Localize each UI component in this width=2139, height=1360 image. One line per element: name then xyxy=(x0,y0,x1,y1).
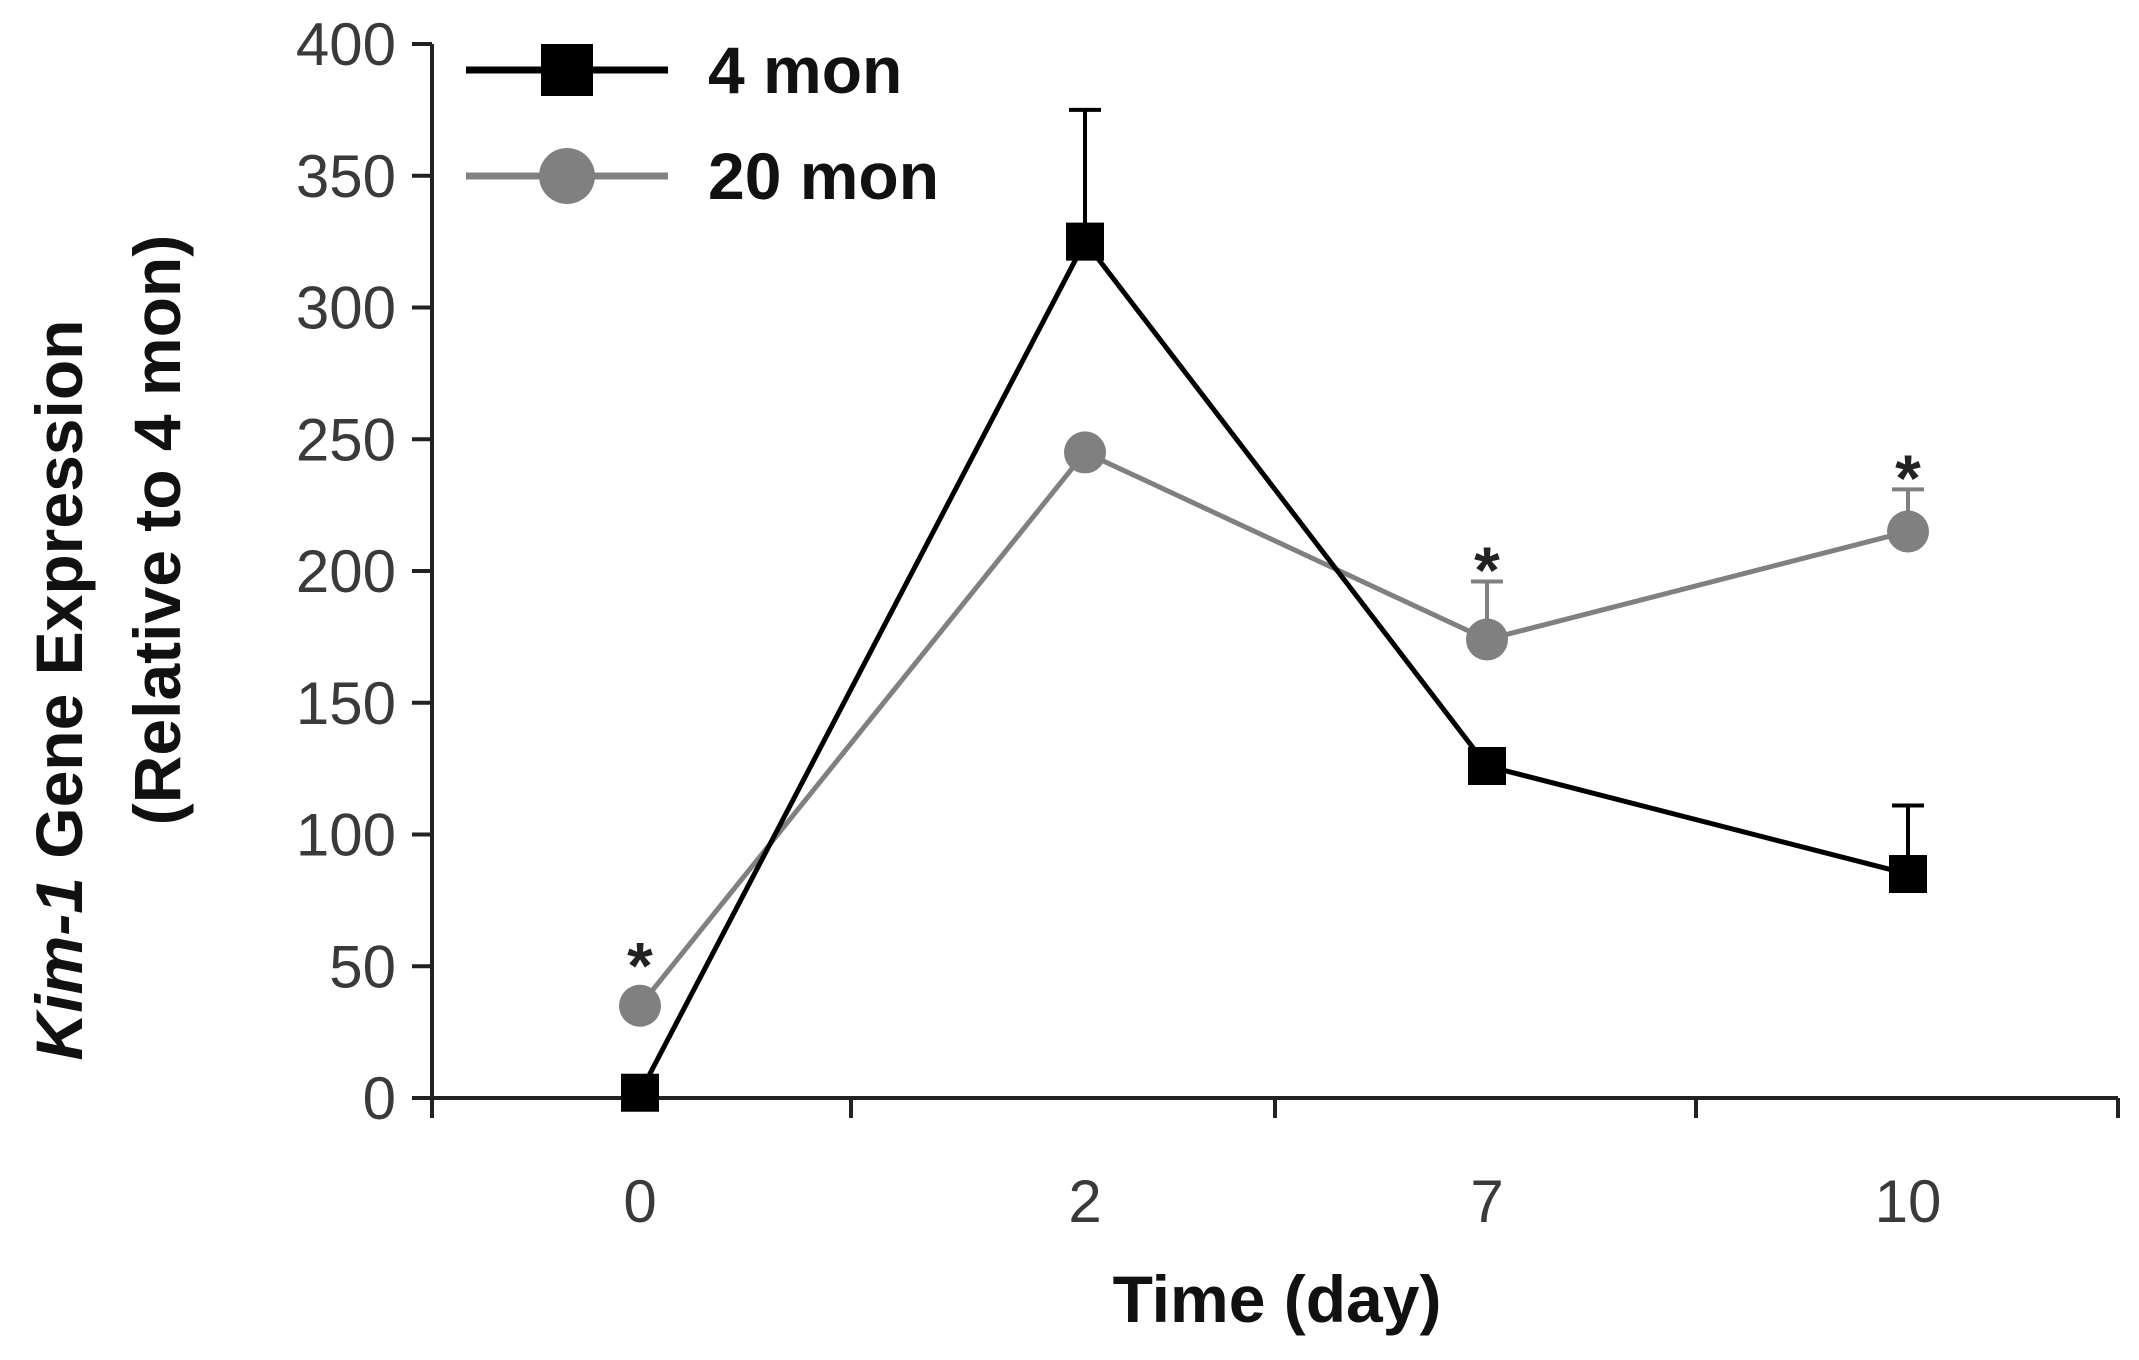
y-tick-label: 50 xyxy=(329,933,396,1000)
x-tick-label: 10 xyxy=(1875,1168,1942,1235)
annotations: * * * xyxy=(627,441,1921,1002)
legend-marker-circle xyxy=(539,148,595,204)
y-tick-label: 0 xyxy=(363,1065,396,1132)
legend-marker-square xyxy=(541,44,593,96)
series-4-mon xyxy=(621,107,1927,1112)
significance-star: * xyxy=(627,928,653,1002)
series-line xyxy=(638,449,1909,1008)
legend-item-20-mon: 20 mon xyxy=(466,139,939,213)
data-point-circle xyxy=(619,984,661,1027)
legend: 4 mon 20 mon xyxy=(466,33,939,213)
y-tick-label: 300 xyxy=(296,275,396,342)
data-point-circle xyxy=(1887,510,1929,553)
legend-label: 20 mon xyxy=(708,139,939,213)
y-ticks: 0 50 100 150 200 250 300 350 400 xyxy=(296,11,432,1132)
x-tick-label: 0 xyxy=(623,1168,656,1235)
y-tick-label: 400 xyxy=(296,11,396,78)
legend-item-4-mon: 4 mon xyxy=(466,33,902,107)
y-tick-label: 350 xyxy=(296,143,396,210)
data-point-square xyxy=(1066,222,1104,261)
x-tick-label: 7 xyxy=(1470,1168,1503,1235)
x-axis-title: Time (day) xyxy=(1113,1262,1442,1336)
x-ticks: 0 2 7 10 xyxy=(430,1098,2120,1235)
axes xyxy=(430,44,2118,1100)
y-axis-title-rest: Gene Expression xyxy=(22,320,96,878)
y-axis-title-line2: (Relative to 4 mon) xyxy=(120,235,194,825)
x-tick-label: 2 xyxy=(1068,1168,1101,1235)
legend-label: 4 mon xyxy=(708,33,902,107)
series-line xyxy=(637,236,1909,1094)
data-point-square xyxy=(1468,746,1506,785)
significance-star: * xyxy=(1474,533,1500,607)
y-tick-label: 150 xyxy=(296,670,396,737)
data-point-square xyxy=(621,1073,659,1112)
series-20-mon xyxy=(619,431,1929,1027)
y-tick-label: 100 xyxy=(296,802,396,869)
y-axis-title: Kim-1 Gene Expression xyxy=(22,320,96,1061)
data-point-square xyxy=(1889,855,1927,894)
significance-star: * xyxy=(1895,441,1921,515)
data-point-circle xyxy=(1466,618,1508,661)
data-point-circle xyxy=(1064,431,1106,474)
series-layer xyxy=(619,107,1929,1112)
y-tick-label: 200 xyxy=(296,538,396,605)
y-axis-title-italic: Kim-1 xyxy=(22,877,96,1060)
y-tick-label: 250 xyxy=(296,406,396,473)
